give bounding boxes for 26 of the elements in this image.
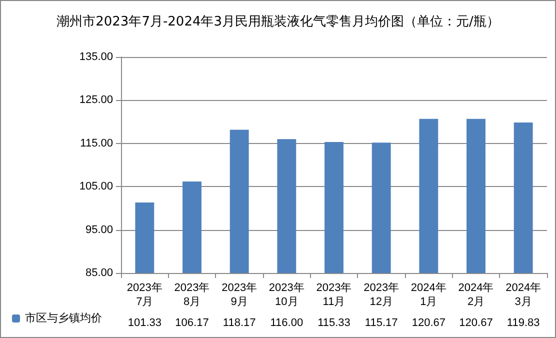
- legend-label: 市区与乡镇均价: [25, 312, 102, 324]
- x-tick-label: 2024年 1月: [410, 282, 446, 308]
- y-tick-label: 85.00: [85, 267, 113, 279]
- data-label: 119.83: [506, 317, 540, 329]
- data-label: 120.67: [459, 317, 493, 329]
- data-label: 116.00: [270, 317, 304, 329]
- x-tick-label: 2024年 3月: [506, 282, 542, 308]
- data-label: 120.67: [412, 317, 446, 329]
- x-tick-label: 2023年 10月: [268, 282, 304, 308]
- chart-title: 潮州市2023年7月-2024年3月民用瓶装液化气零售月均价图（单位：元/瓶）: [56, 14, 500, 30]
- data-label: 118.17: [222, 317, 256, 329]
- y-tick-label: 125.00: [79, 94, 113, 106]
- x-tick-label: 2023年 8月: [174, 282, 210, 308]
- y-tick-label: 115.00: [80, 137, 113, 150]
- data-label: 106.17: [175, 317, 209, 329]
- x-tick-label: 2023年 12月: [364, 282, 400, 308]
- x-tick-label: 2023年 9月: [222, 282, 258, 308]
- data-label: 115.33: [318, 317, 350, 329]
- y-tick-label: 95.00: [85, 224, 113, 236]
- data-label: 115.17: [364, 317, 398, 329]
- x-tick-label: 2023年 11月: [316, 282, 352, 308]
- x-tick-label: 2023年 7月: [126, 282, 162, 308]
- data-label: 101.33: [128, 317, 162, 329]
- y-tick-label: 105.00: [79, 180, 113, 193]
- x-tick-label: 2024年 2月: [458, 282, 494, 308]
- y-tick-label: 135.00: [79, 51, 113, 63]
